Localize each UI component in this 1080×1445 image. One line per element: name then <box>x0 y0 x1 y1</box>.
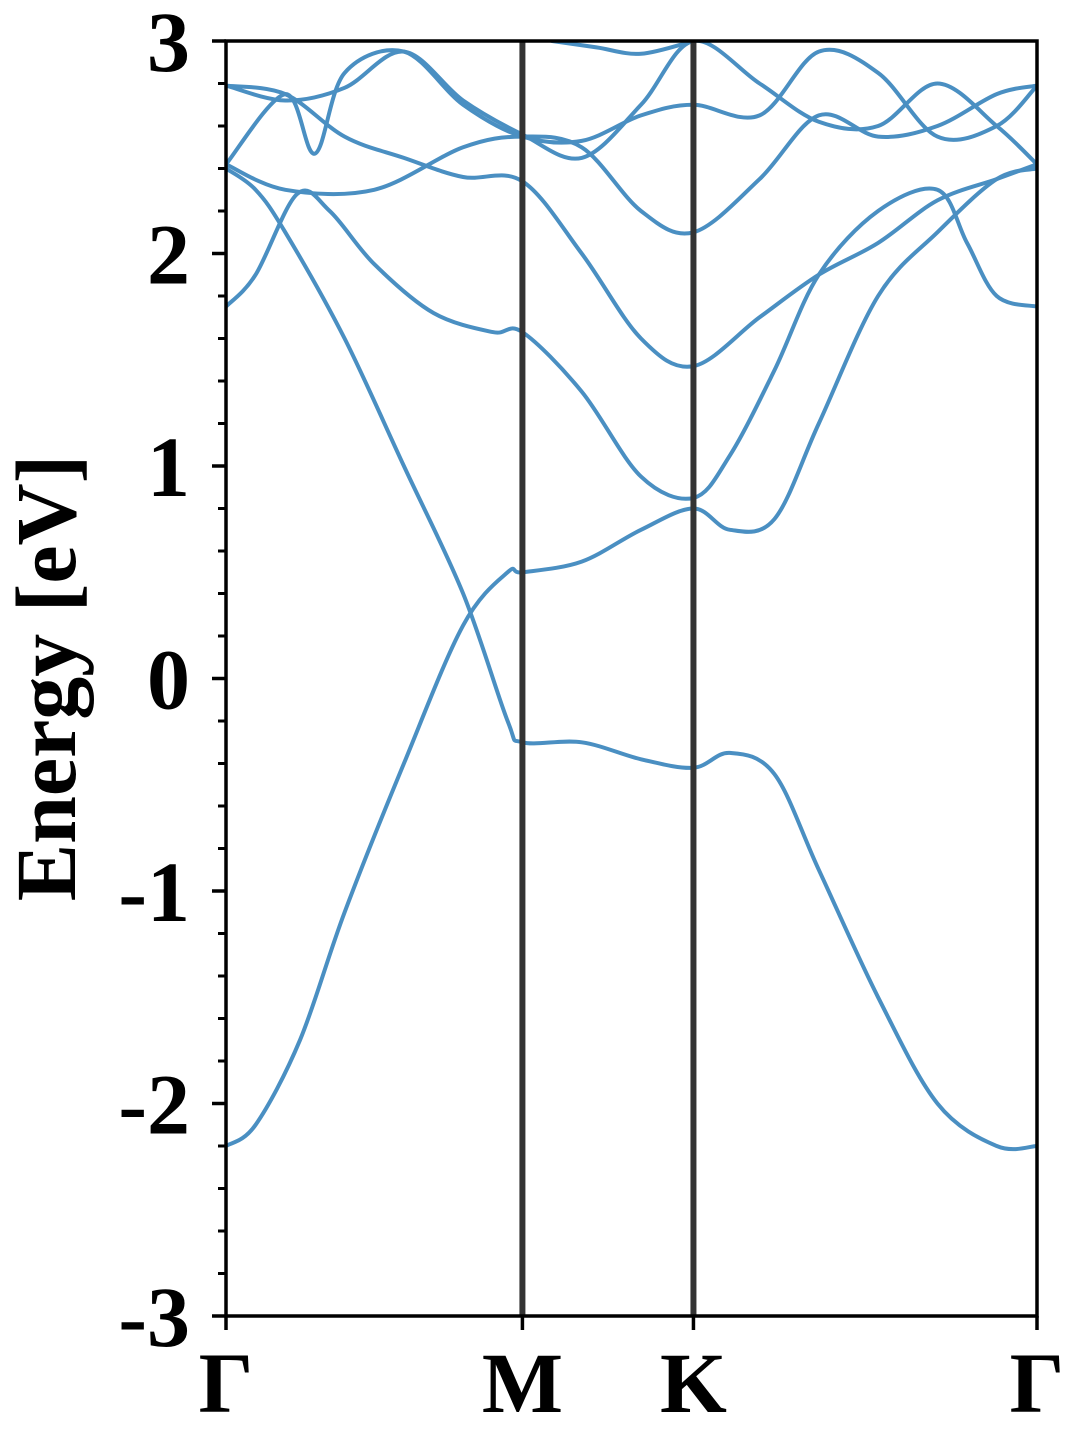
y-tick-label: 0 <box>147 632 190 728</box>
y-tick-label: 2 <box>147 207 190 303</box>
band-line-3 <box>226 186 1037 501</box>
x-tick-label: Γ <box>199 1335 254 1431</box>
x-tick-label: Γ <box>1010 1335 1065 1431</box>
bands-layer <box>226 41 1037 1152</box>
y-tick-label: 3 <box>147 0 190 90</box>
high-symmetry-lines <box>519 41 697 1316</box>
x-tick-label: M <box>482 1335 563 1431</box>
band-line-4 <box>226 83 1037 236</box>
x-tick-label: K <box>660 1335 727 1431</box>
y-tick-label: 1 <box>147 419 190 515</box>
y-tick-label: -2 <box>118 1057 190 1153</box>
band-line-8 <box>550 41 696 56</box>
band-line-7 <box>226 41 1037 167</box>
band-line-1 <box>226 166 1037 1148</box>
band-line-5 <box>226 83 1037 369</box>
y-tick-label: -1 <box>118 844 190 940</box>
band-line-6 <box>226 47 1037 167</box>
band-line-2 <box>226 166 1037 1152</box>
y-tick-label: -3 <box>118 1269 190 1365</box>
y-axis-label: Energy [eV] <box>0 455 94 902</box>
